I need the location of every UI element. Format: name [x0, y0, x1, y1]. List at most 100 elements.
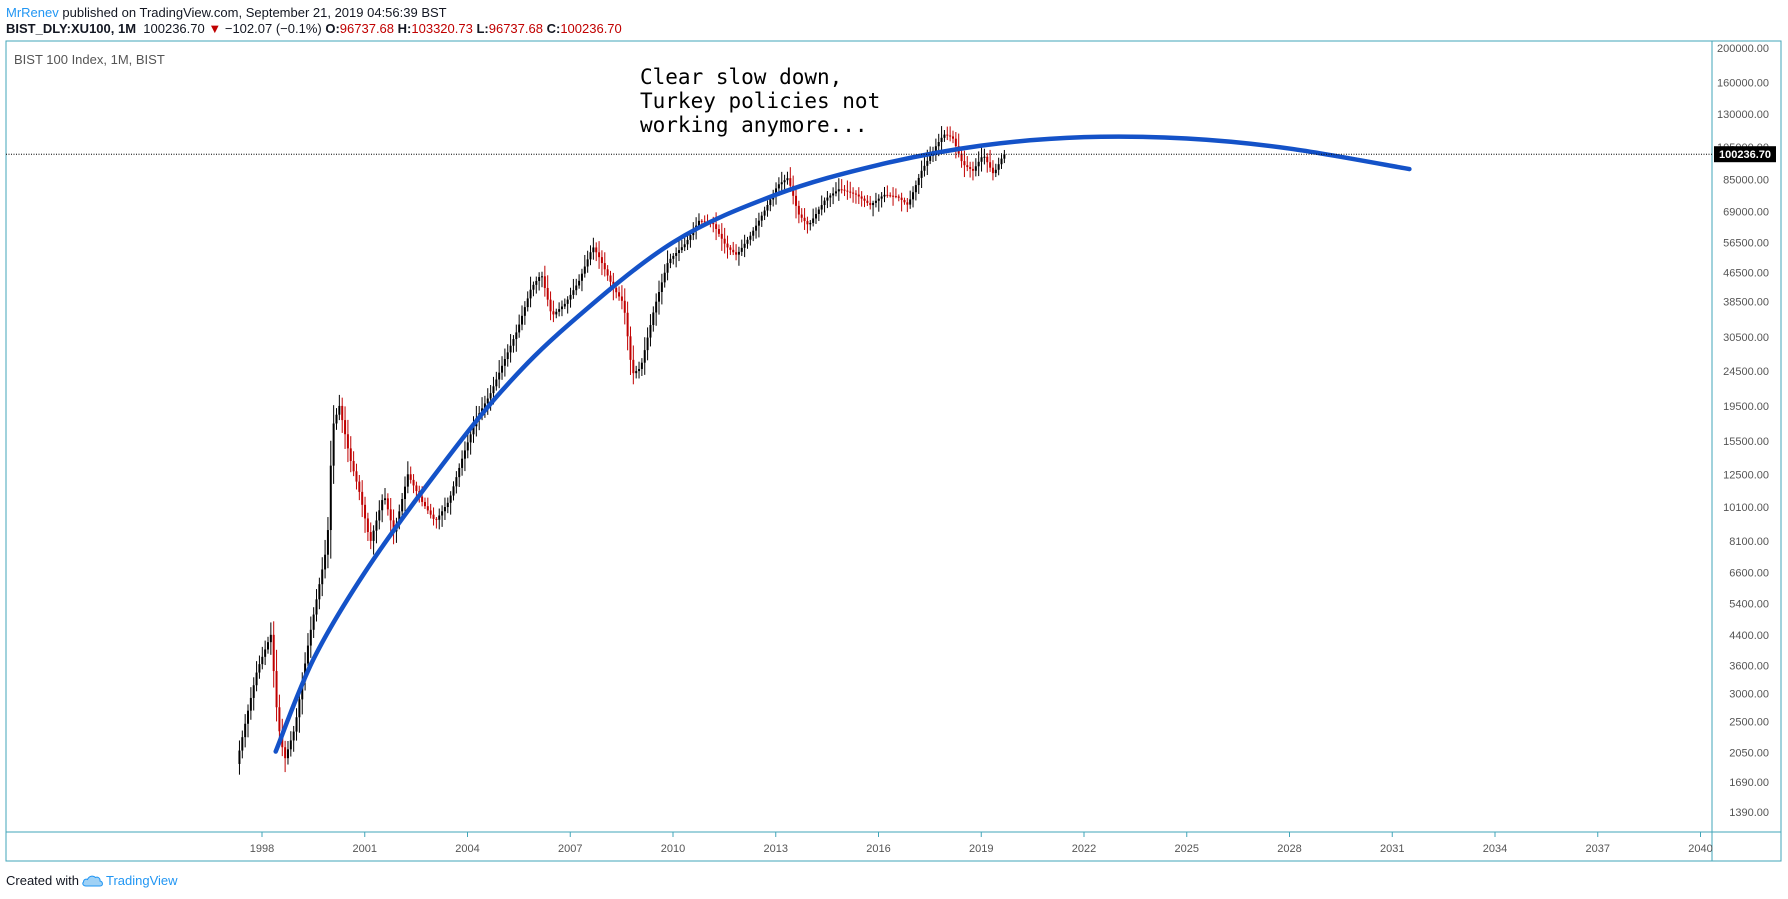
candle-body — [512, 339, 515, 346]
time-axis[interactable]: 1998 2001 2004 2007 2010 2013 2016 2019 2022 2025… — [250, 832, 1713, 855]
chart-frame — [5, 40, 1782, 862]
price-axis[interactable]: 200000.00160000.00130000.00105000.008500… — [1717, 43, 1769, 819]
candle-body — [629, 336, 632, 360]
x-tick-label: 2001 — [353, 843, 377, 855]
last-price-badge-text: 100236.70 — [1719, 149, 1771, 161]
candle-body — [375, 520, 378, 531]
candle-body — [869, 202, 872, 206]
y-tick-label: 130000.00 — [1717, 109, 1769, 121]
y-tick-label: 6600.00 — [1729, 567, 1769, 579]
candle-body — [735, 252, 738, 255]
y-tick-label: 30500.00 — [1723, 332, 1769, 344]
candle-body — [894, 196, 897, 198]
candle-body — [834, 191, 837, 194]
x-tick-label: 2040 — [1688, 843, 1712, 855]
candle-body — [880, 196, 883, 199]
candle-body — [483, 403, 486, 409]
candle-body — [766, 204, 769, 211]
candle-body — [466, 442, 469, 451]
candle-body — [546, 287, 549, 300]
candle-body — [238, 750, 241, 764]
candle-body — [247, 710, 250, 724]
candle-body — [324, 554, 327, 570]
candle-body — [501, 365, 504, 373]
candle-body — [666, 263, 669, 273]
candle-body — [289, 740, 292, 750]
x-tick-label: 1998 — [250, 843, 274, 855]
candle-body — [489, 393, 492, 399]
candle-body — [983, 156, 986, 158]
candle-body — [737, 251, 740, 255]
candle-body — [683, 244, 686, 248]
candle-body — [986, 156, 989, 163]
candle-body — [509, 345, 512, 353]
candle-body — [275, 671, 278, 708]
candle-body — [886, 194, 889, 196]
candle-body — [971, 168, 974, 171]
candle-body — [295, 717, 298, 732]
candle-body — [912, 192, 915, 200]
x-tick-label: 2004 — [455, 843, 479, 855]
candle-body — [934, 146, 937, 152]
candle-body — [321, 569, 324, 585]
candle-body — [866, 200, 869, 203]
candle-body — [897, 196, 900, 198]
candle-body — [757, 220, 760, 226]
created-with-label: Created with — [6, 873, 79, 888]
candle-body — [874, 200, 877, 203]
candle-body — [929, 155, 932, 161]
candle-body — [372, 530, 375, 541]
candle-body — [398, 511, 401, 524]
candle-body — [389, 509, 392, 521]
candle-body — [660, 282, 663, 293]
candle-body — [903, 200, 906, 203]
fitted-curve — [273, 134, 1412, 754]
candle-body — [364, 504, 367, 519]
candle-body — [686, 239, 689, 245]
y-tick-label: 24500.00 — [1723, 366, 1769, 378]
candle-body — [415, 485, 418, 492]
candles-group — [238, 126, 1006, 775]
candle-body — [369, 532, 372, 541]
y-tick-label: 12500.00 — [1723, 469, 1769, 481]
candle-body — [749, 235, 752, 240]
candle-body — [446, 502, 449, 508]
candle-body — [994, 169, 997, 174]
candle-body — [900, 197, 903, 201]
down-arrow-icon: ▼ — [208, 21, 222, 36]
y-tick-label: 2500.00 — [1729, 717, 1769, 729]
tradingview-link[interactable]: TradingView — [105, 873, 178, 888]
candle-body — [840, 189, 843, 191]
candle-body — [583, 266, 586, 274]
candle-body — [315, 599, 318, 615]
candle-body — [652, 312, 655, 326]
candle-body — [595, 247, 598, 253]
candle-body — [492, 386, 495, 394]
candle-body — [689, 235, 692, 240]
candle-body — [469, 434, 472, 443]
candle-body — [989, 162, 992, 168]
candle-body — [538, 277, 541, 281]
open-value: 96737.68 — [339, 21, 395, 36]
y-tick-label: 1390.00 — [1729, 807, 1769, 819]
candle-body — [775, 188, 778, 194]
candle-body — [292, 731, 295, 741]
candle-body — [312, 614, 315, 630]
last-price-badge — [1714, 146, 1776, 163]
candle-body — [923, 165, 926, 171]
candle-body — [386, 498, 389, 510]
candle-body — [426, 506, 429, 511]
tradingview-cloud-icon — [82, 875, 103, 887]
candle-body — [349, 448, 352, 461]
candle-body — [715, 224, 718, 230]
x-tick-label: 2007 — [558, 843, 582, 855]
y-tick-label: 8100.00 — [1729, 536, 1769, 548]
candle-body — [960, 153, 963, 162]
annotation-note[interactable]: Clear slow down, Turkey policies not wor… — [640, 65, 880, 137]
candle-body — [926, 160, 929, 166]
author-link[interactable]: MrRenev — [6, 5, 59, 20]
candle-body — [949, 135, 952, 137]
candle-body — [580, 273, 583, 281]
change-value: −102.07 (−0.1%) — [224, 21, 322, 36]
